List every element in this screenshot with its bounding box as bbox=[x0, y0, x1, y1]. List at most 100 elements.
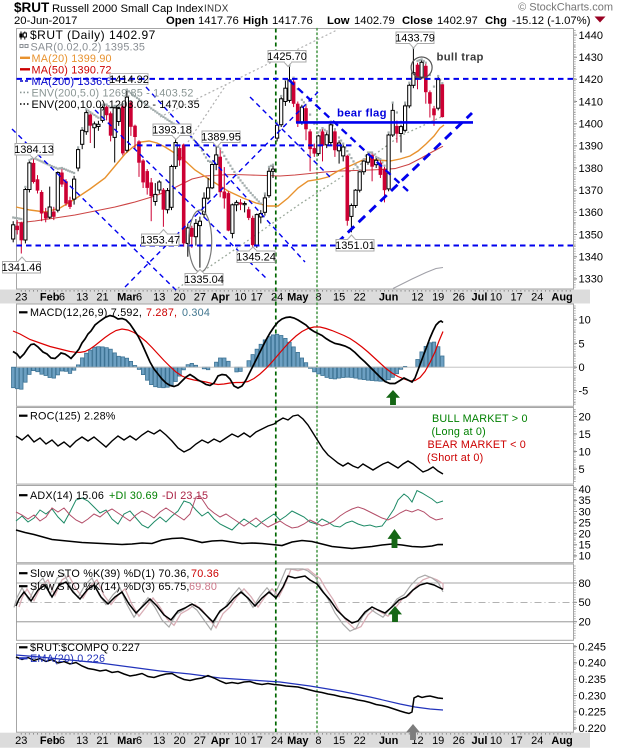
svg-text:35: 35 bbox=[579, 495, 591, 507]
svg-text:(Short at 0): (Short at 0) bbox=[427, 452, 483, 464]
svg-text:17: 17 bbox=[251, 735, 263, 747]
svg-text:0.304: 0.304 bbox=[182, 307, 210, 319]
svg-text:1400: 1400 bbox=[579, 119, 603, 131]
svg-text:20: 20 bbox=[173, 735, 185, 747]
svg-text:May: May bbox=[287, 292, 309, 304]
svg-text:1417.76: 1417.76 bbox=[198, 15, 239, 27]
svg-text:50: 50 bbox=[579, 597, 591, 609]
svg-text:1402.79: 1402.79 bbox=[354, 15, 395, 27]
svg-text:1440: 1440 bbox=[579, 30, 603, 42]
svg-text:Feb: Feb bbox=[40, 735, 60, 747]
svg-text:6: 6 bbox=[136, 735, 142, 747]
svg-text:ENV(200,5.0) 1269.85 - 1403.52: ENV(200,5.0) 1269.85 - 1403.52 bbox=[32, 88, 194, 100]
svg-text:1433.79: 1433.79 bbox=[395, 32, 435, 44]
svg-text:13: 13 bbox=[153, 735, 165, 747]
svg-text:17: 17 bbox=[510, 292, 522, 304]
svg-text:1414.92: 1414.92 bbox=[109, 74, 149, 86]
svg-text:BEAR MARKET < 0: BEAR MARKET < 0 bbox=[428, 439, 527, 451]
svg-text:Russell 2000 Small Cap Index: Russell 2000 Small Cap Index bbox=[52, 3, 204, 15]
svg-text:30: 30 bbox=[579, 506, 591, 518]
svg-text:1341.46: 1341.46 bbox=[2, 262, 42, 274]
svg-text:bear flag: bear flag bbox=[337, 108, 387, 120]
svg-text:Jun: Jun bbox=[379, 292, 399, 304]
svg-text:8: 8 bbox=[315, 292, 321, 304]
svg-text:6: 6 bbox=[136, 292, 142, 304]
svg-text:MA(20) 1399.90: MA(20) 1399.90 bbox=[32, 53, 112, 65]
svg-text:1420: 1420 bbox=[579, 74, 603, 86]
svg-text:Jul: Jul bbox=[472, 735, 488, 747]
svg-text:20: 20 bbox=[173, 292, 185, 304]
svg-text:May: May bbox=[287, 735, 309, 747]
svg-text:0.240: 0.240 bbox=[579, 658, 607, 670]
svg-text:0.230: 0.230 bbox=[579, 690, 607, 702]
svg-text:10: 10 bbox=[579, 315, 591, 327]
svg-text:0.245: 0.245 bbox=[579, 641, 607, 653]
svg-text:+DI 30.69: +DI 30.69 bbox=[109, 490, 158, 502]
svg-text:8: 8 bbox=[315, 735, 321, 747]
svg-text:20: 20 bbox=[579, 617, 591, 629]
svg-text:Jun: Jun bbox=[379, 735, 399, 747]
svg-text:21: 21 bbox=[96, 735, 108, 747]
svg-text:27: 27 bbox=[194, 735, 206, 747]
svg-text:Low: Low bbox=[327, 15, 350, 27]
svg-text:15: 15 bbox=[579, 429, 591, 441]
svg-text:BULL MARKET > 0: BULL MARKET > 0 bbox=[432, 413, 528, 425]
svg-text:Mar: Mar bbox=[117, 735, 137, 747]
svg-text:69.80: 69.80 bbox=[189, 581, 217, 593]
svg-text:15: 15 bbox=[333, 292, 345, 304]
svg-text:23: 23 bbox=[15, 735, 27, 747]
svg-text:13: 13 bbox=[76, 292, 88, 304]
svg-text:Apr: Apr bbox=[211, 735, 231, 747]
svg-text:10: 10 bbox=[579, 551, 591, 563]
svg-text:15: 15 bbox=[333, 735, 345, 747]
svg-text:13: 13 bbox=[76, 735, 88, 747]
svg-text:Aug: Aug bbox=[551, 292, 572, 304]
svg-text:17: 17 bbox=[510, 735, 522, 747]
svg-text:MACD(12,26,9) 7.592,: MACD(12,26,9) 7.592, bbox=[30, 307, 142, 319]
svg-text:Chg: Chg bbox=[485, 15, 507, 27]
svg-text:7.287,: 7.287, bbox=[146, 307, 177, 319]
svg-text:1350: 1350 bbox=[579, 229, 603, 241]
svg-text:24: 24 bbox=[531, 292, 543, 304]
svg-text:20-Jun-2017: 20-Jun-2017 bbox=[14, 15, 77, 27]
svg-text:12: 12 bbox=[411, 292, 423, 304]
svg-text:1393.18: 1393.18 bbox=[152, 124, 192, 136]
svg-text:Aug: Aug bbox=[551, 735, 572, 747]
svg-text:$RUT: $RUT bbox=[14, 0, 50, 15]
svg-text:1360: 1360 bbox=[579, 207, 603, 219]
svg-text:10: 10 bbox=[579, 446, 591, 458]
svg-text:High: High bbox=[243, 15, 268, 27]
svg-text:5: 5 bbox=[579, 338, 585, 350]
svg-text:1370: 1370 bbox=[579, 185, 603, 197]
svg-text:1425.70: 1425.70 bbox=[267, 51, 307, 63]
svg-text:ADX(14) 15.06: ADX(14) 15.06 bbox=[30, 490, 104, 502]
svg-text:15: 15 bbox=[579, 540, 591, 552]
svg-text:1345.24: 1345.24 bbox=[236, 251, 276, 263]
svg-text:-DI 23.15: -DI 23.15 bbox=[162, 490, 208, 502]
svg-text:1380: 1380 bbox=[579, 163, 603, 175]
svg-text:(Long at 0): (Long at 0) bbox=[432, 426, 486, 438]
svg-text:1384.13: 1384.13 bbox=[14, 144, 54, 156]
svg-text:26: 26 bbox=[453, 292, 465, 304]
svg-text:Feb: Feb bbox=[40, 292, 60, 304]
svg-text:Slow STO %K(39) %D(1) 70.36,: Slow STO %K(39) %D(1) 70.36, bbox=[30, 568, 190, 580]
svg-text:6: 6 bbox=[59, 292, 65, 304]
svg-text:0: 0 bbox=[579, 362, 585, 374]
svg-text:10: 10 bbox=[490, 292, 502, 304]
svg-text:10: 10 bbox=[234, 735, 246, 747]
svg-text:19: 19 bbox=[432, 292, 444, 304]
svg-text:1402.97: 1402.97 bbox=[437, 15, 478, 27]
svg-text:$RUT:$COMPQ 0.227: $RUT:$COMPQ 0.227 bbox=[30, 642, 140, 654]
svg-text:bull trap: bull trap bbox=[437, 52, 484, 64]
svg-text:1390: 1390 bbox=[579, 141, 603, 153]
svg-text:Jul: Jul bbox=[472, 292, 488, 304]
svg-text:5: 5 bbox=[579, 464, 585, 476]
svg-text:26: 26 bbox=[453, 735, 465, 747]
svg-text:10: 10 bbox=[490, 735, 502, 747]
svg-text:10: 10 bbox=[234, 292, 246, 304]
svg-text:1330: 1330 bbox=[579, 274, 603, 286]
svg-text:Apr: Apr bbox=[211, 292, 231, 304]
svg-text:1340: 1340 bbox=[579, 252, 603, 264]
svg-text:1335.04: 1335.04 bbox=[184, 274, 224, 286]
svg-text:1417.76: 1417.76 bbox=[272, 15, 313, 27]
